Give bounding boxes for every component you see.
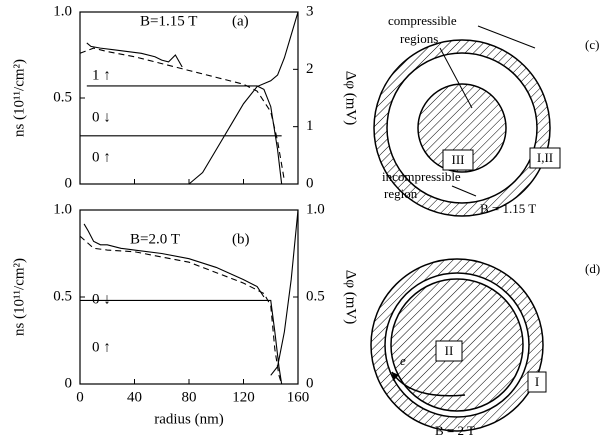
plot-frame: [80, 210, 298, 384]
y2-tick-label: 0: [306, 375, 314, 391]
y2-axis-label: Δφ (mV): [343, 270, 359, 325]
annotation: (a): [232, 13, 249, 29]
panel-label: (c): [585, 37, 599, 52]
data-line: [87, 86, 282, 184]
x-tick-label: 40: [127, 389, 142, 405]
annotation: regions: [400, 31, 438, 46]
annotation: 0 ↓: [92, 109, 111, 125]
annotation: 0 ↑: [92, 339, 111, 355]
y-tick-label: 0.5: [53, 288, 72, 304]
data-line: [189, 12, 298, 184]
y-tick-label: 0: [65, 375, 73, 391]
data-line: [87, 43, 182, 67]
y-tick-label: 0.5: [53, 89, 72, 105]
annotation: incompressible: [382, 169, 461, 184]
annotation: region: [384, 186, 418, 201]
y2-axis-label: Δφ (mV): [343, 71, 359, 126]
x-axis-label: radius (nm): [154, 411, 224, 427]
annotation: B=2.0 T: [130, 231, 180, 247]
annotation: compressible: [388, 13, 457, 28]
field-label: B = 1.15 T: [480, 201, 536, 216]
y-tick-label: 1.0: [53, 201, 72, 217]
annotation: (b): [232, 231, 250, 247]
plot-frame: [80, 12, 298, 184]
y2-tick-label: 0.5: [306, 288, 325, 304]
region-label: I,II: [537, 150, 553, 165]
y2-tick-label: 3: [306, 3, 314, 19]
y2-tick-label: 0: [306, 175, 314, 191]
x-tick-label: 0: [76, 389, 84, 405]
region-label: I: [535, 374, 539, 389]
annotation: B=1.15 T: [140, 13, 197, 29]
data-line: [80, 236, 282, 384]
y-axis-label: ns (10¹¹/cm²): [11, 258, 27, 336]
x-tick-label: 80: [182, 389, 197, 405]
electron-label: e: [400, 353, 406, 368]
y2-tick-label: 1.0: [306, 201, 325, 217]
y-tick-label: 1.0: [53, 3, 72, 19]
diagram-d: II I e (d) B = 2 T: [371, 259, 600, 438]
annotation: 1 ↑: [92, 67, 111, 83]
x-tick-label: 160: [287, 389, 310, 405]
x-tick-label: 120: [232, 389, 255, 405]
region-label: III: [452, 152, 465, 167]
y2-tick-label: 1: [306, 118, 314, 134]
annotation: 0 ↓: [92, 291, 111, 307]
y2-tick-label: 2: [306, 61, 314, 77]
y-tick-label: 0: [65, 175, 73, 191]
figure: III I,II (c) compressible regions incomp…: [0, 0, 612, 439]
y-axis-label: ns (10¹¹/cm²): [11, 59, 27, 137]
annotation: 0 ↑: [92, 149, 111, 165]
region-label: II: [445, 343, 454, 358]
diagram-c: III I,II (c) compressible regions incomp…: [374, 13, 599, 216]
panel-label: (d): [585, 261, 600, 276]
field-label: B = 2 T: [435, 423, 475, 438]
